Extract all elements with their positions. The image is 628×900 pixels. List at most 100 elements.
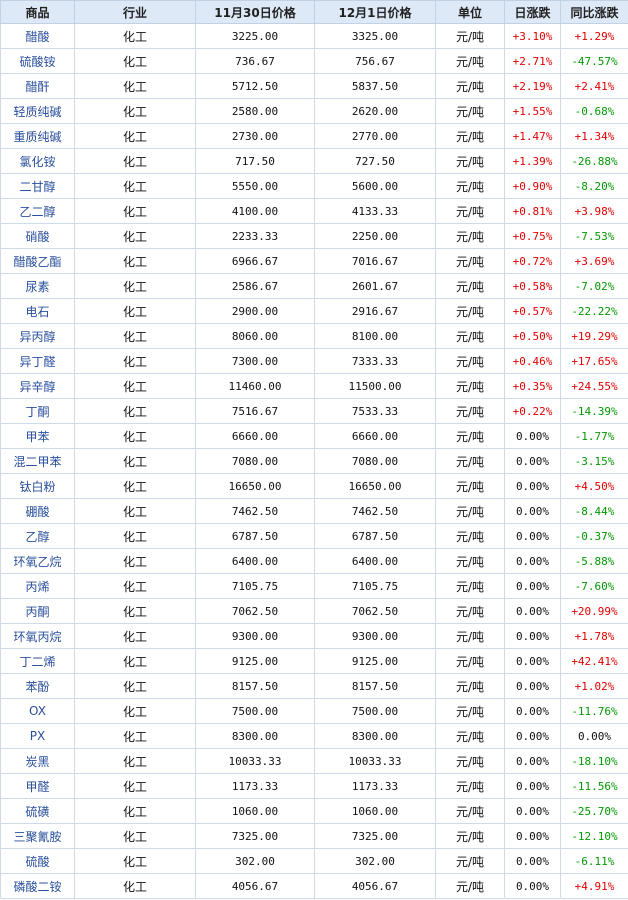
daily-change: 0.00% [504, 573, 561, 599]
price-dec1: 7016.67 [314, 248, 436, 274]
table-row: 苯酚 化工 8157.50 8157.50 元/吨 0.00% +1.02% [0, 673, 628, 699]
yoy-change: -8.20% [560, 173, 628, 199]
commodity-name[interactable]: 乙醇 [0, 523, 75, 549]
commodity-name[interactable]: 尿素 [0, 273, 75, 299]
commodity-name[interactable]: 苯酚 [0, 673, 75, 699]
unit: 元/吨 [435, 773, 505, 799]
table-row: 甲醛 化工 1173.33 1173.33 元/吨 0.00% -11.56% [0, 773, 628, 799]
industry: 化工 [74, 223, 196, 249]
commodity-name[interactable]: 磷酸二铵 [0, 873, 75, 899]
table-row: 丙酮 化工 7062.50 7062.50 元/吨 0.00% +20.99% [0, 598, 628, 624]
industry: 化工 [74, 548, 196, 574]
yoy-change: +1.34% [560, 123, 628, 149]
commodity-name[interactable]: 环氧丙烷 [0, 623, 75, 649]
commodity-name[interactable]: 重质纯碱 [0, 123, 75, 149]
price-dec1: 302.00 [314, 848, 436, 874]
table-row: 氯化铵 化工 717.50 727.50 元/吨 +1.39% -26.88% [0, 148, 628, 174]
commodity-name[interactable]: 醋酸 [0, 23, 75, 49]
industry: 化工 [74, 173, 196, 199]
commodity-name[interactable]: 混二甲苯 [0, 448, 75, 474]
commodity-name[interactable]: OX [0, 698, 75, 724]
commodity-name[interactable]: 钛白粉 [0, 473, 75, 499]
unit: 元/吨 [435, 23, 505, 49]
price-dec1: 2620.00 [314, 98, 436, 124]
unit: 元/吨 [435, 848, 505, 874]
commodity-name[interactable]: 轻质纯碱 [0, 98, 75, 124]
yoy-change: -12.10% [560, 823, 628, 849]
price-nov30: 7462.50 [195, 498, 315, 524]
commodity-name[interactable]: 硝酸 [0, 223, 75, 249]
price-nov30: 4056.67 [195, 873, 315, 899]
yoy-change: -7.60% [560, 573, 628, 599]
industry: 化工 [74, 748, 196, 774]
daily-change: 0.00% [504, 673, 561, 699]
daily-change: +0.81% [504, 198, 561, 224]
commodity-name[interactable]: 异辛醇 [0, 373, 75, 399]
commodity-name[interactable]: 硫磺 [0, 798, 75, 824]
price-dec1: 7062.50 [314, 598, 436, 624]
yoy-change: +3.98% [560, 198, 628, 224]
commodity-name[interactable]: 硼酸 [0, 498, 75, 524]
daily-change: +0.90% [504, 173, 561, 199]
unit: 元/吨 [435, 223, 505, 249]
yoy-change: -0.68% [560, 98, 628, 124]
industry: 化工 [74, 698, 196, 724]
price-nov30: 7062.50 [195, 598, 315, 624]
table-row: 丙烯 化工 7105.75 7105.75 元/吨 0.00% -7.60% [0, 573, 628, 599]
unit: 元/吨 [435, 873, 505, 899]
daily-change: +0.22% [504, 398, 561, 424]
commodity-name[interactable]: 醋酸乙酯 [0, 248, 75, 274]
industry: 化工 [74, 348, 196, 374]
daily-change: 0.00% [504, 598, 561, 624]
unit: 元/吨 [435, 48, 505, 74]
daily-change: 0.00% [504, 448, 561, 474]
commodity-name[interactable]: 异丁醛 [0, 348, 75, 374]
industry: 化工 [74, 723, 196, 749]
commodity-name[interactable]: 电石 [0, 298, 75, 324]
commodity-name[interactable]: 环氧乙烷 [0, 548, 75, 574]
commodity-name[interactable]: PX [0, 723, 75, 749]
header-row: 商品 行业 11月30日价格 12月1日价格 单位 日涨跌 同比涨跌 [0, 0, 628, 24]
table-row: 乙二醇 化工 4100.00 4133.33 元/吨 +0.81% +3.98% [0, 198, 628, 224]
table-row: 重质纯碱 化工 2730.00 2770.00 元/吨 +1.47% +1.34% [0, 123, 628, 149]
daily-change: 0.00% [504, 848, 561, 874]
table-row: 醋酐 化工 5712.50 5837.50 元/吨 +2.19% +2.41% [0, 73, 628, 99]
commodity-name[interactable]: 二甘醇 [0, 173, 75, 199]
commodity-name[interactable]: 丙酮 [0, 598, 75, 624]
commodity-name[interactable]: 丙烯 [0, 573, 75, 599]
daily-change: +0.57% [504, 298, 561, 324]
price-dec1: 10033.33 [314, 748, 436, 774]
table-body: 醋酸 化工 3225.00 3325.00 元/吨 +3.10% +1.29% 硫酸铵 化工 73… [0, 23, 628, 899]
price-nov30: 2580.00 [195, 98, 315, 124]
price-nov30: 7300.00 [195, 348, 315, 374]
price-nov30: 6660.00 [195, 423, 315, 449]
unit: 元/吨 [435, 498, 505, 524]
yoy-change: +1.78% [560, 623, 628, 649]
industry: 化工 [74, 23, 196, 49]
unit: 元/吨 [435, 473, 505, 499]
commodity-name[interactable]: 丁酮 [0, 398, 75, 424]
commodity-name[interactable]: 醋酐 [0, 73, 75, 99]
yoy-change: +24.55% [560, 373, 628, 399]
yoy-change: +4.91% [560, 873, 628, 899]
commodity-name[interactable]: 异丙醇 [0, 323, 75, 349]
unit: 元/吨 [435, 548, 505, 574]
daily-change: +0.58% [504, 273, 561, 299]
commodity-name[interactable]: 乙二醇 [0, 198, 75, 224]
commodity-name[interactable]: 丁二烯 [0, 648, 75, 674]
commodity-name[interactable]: 三聚氰胺 [0, 823, 75, 849]
commodity-name[interactable]: 硫酸 [0, 848, 75, 874]
unit: 元/吨 [435, 348, 505, 374]
industry: 化工 [74, 598, 196, 624]
yoy-change: +19.29% [560, 323, 628, 349]
commodity-name[interactable]: 氯化铵 [0, 148, 75, 174]
daily-change: +2.19% [504, 73, 561, 99]
commodity-name[interactable]: 甲苯 [0, 423, 75, 449]
table-row: 硝酸 化工 2233.33 2250.00 元/吨 +0.75% -7.53% [0, 223, 628, 249]
price-nov30: 7105.75 [195, 573, 315, 599]
commodity-name[interactable]: 甲醛 [0, 773, 75, 799]
commodity-name[interactable]: 炭黑 [0, 748, 75, 774]
yoy-change: -11.76% [560, 698, 628, 724]
commodity-name[interactable]: 硫酸铵 [0, 48, 75, 74]
industry: 化工 [74, 398, 196, 424]
